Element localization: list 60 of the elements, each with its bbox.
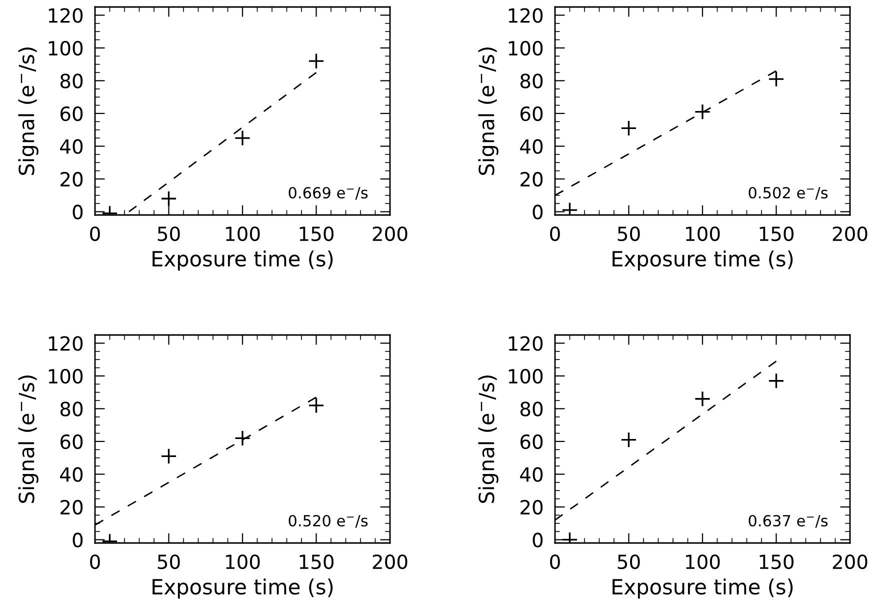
y-axis-title: Signal (e$^{−}$/s)	[478, 376, 498, 503]
x-axis-title: Exposure time (s)	[152, 250, 333, 271]
y-tick-label: 20	[60, 500, 83, 515]
x-tick-label: 50	[158, 554, 180, 570]
y-tick-label: 60	[60, 106, 83, 122]
x-tick-label: 0	[550, 226, 560, 242]
y-tick-label: 40	[520, 139, 543, 154]
y-tick-label: 80	[520, 402, 543, 416]
y-tick-label: 80	[60, 74, 83, 88]
y-tick-label: 120	[48, 336, 83, 351]
y-tick-label: 0	[532, 204, 543, 220]
x-tick-label: 200	[372, 226, 408, 242]
y-tick-label: 0	[72, 204, 83, 220]
x-tick-label: 50	[618, 554, 640, 570]
y-axis-title: Signal (e$^{−}$/s)	[18, 376, 38, 503]
x-tick-label: 100	[226, 554, 260, 570]
x-tick-label: 200	[832, 226, 868, 242]
y-tick-label: 60	[520, 106, 543, 122]
y-tick-label: 100	[508, 40, 543, 56]
x-axis-title: Exposure time (s)	[612, 250, 793, 271]
x-tick-label: 100	[226, 226, 260, 242]
annotation: 0.669 e$^{−}$/s	[288, 186, 368, 200]
y-tick-label: 40	[520, 467, 543, 482]
x-tick-label: 150	[300, 226, 334, 242]
y-tick-label: 0	[72, 532, 83, 548]
y-tick-label: 120	[508, 336, 543, 351]
x-tick-label: 50	[618, 226, 640, 242]
y-tick-label: 20	[60, 172, 83, 187]
x-tick-label: 150	[760, 226, 794, 242]
y-tick-label: 120	[508, 8, 543, 23]
y-tick-label: 0	[532, 532, 543, 548]
y-axis-title: Signal (e$^{−}$/s)	[18, 48, 38, 175]
y-tick-label: 100	[48, 40, 83, 56]
y-tick-label: 20	[520, 500, 543, 515]
y-tick-label: 20	[520, 172, 543, 187]
y-tick-label: 60	[520, 434, 543, 450]
y-tick-label: 80	[520, 74, 543, 88]
x-tick-label: 0	[550, 554, 560, 570]
x-tick-label: 100	[686, 226, 720, 242]
x-tick-label: 200	[372, 554, 408, 570]
x-tick-label: 50	[158, 226, 180, 242]
x-tick-label: 150	[760, 554, 794, 570]
y-tick-label: 100	[508, 368, 543, 384]
x-tick-label: 0	[90, 226, 100, 242]
y-tick-label: 40	[60, 139, 83, 154]
x-tick-label: 200	[832, 554, 868, 570]
y-tick-label: 100	[48, 368, 83, 384]
y-axis-title: Signal (e$^{−}$/s)	[478, 48, 498, 175]
x-tick-label: 100	[686, 554, 720, 570]
x-axis-title: Exposure time (s)	[152, 578, 333, 599]
annotation: 0.520 e$^{−}$/s	[288, 514, 368, 528]
annotation: 0.637 e$^{−}$/s	[748, 514, 828, 528]
y-tick-label: 120	[48, 8, 83, 23]
x-tick-label: 150	[300, 554, 334, 570]
x-tick-label: 0	[90, 554, 100, 570]
y-tick-label: 60	[60, 434, 83, 450]
y-tick-label: 40	[60, 467, 83, 482]
y-tick-label: 80	[60, 402, 83, 416]
annotation: 0.502 e$^{−}$/s	[748, 186, 828, 200]
x-axis-title: Exposure time (s)	[612, 578, 793, 599]
